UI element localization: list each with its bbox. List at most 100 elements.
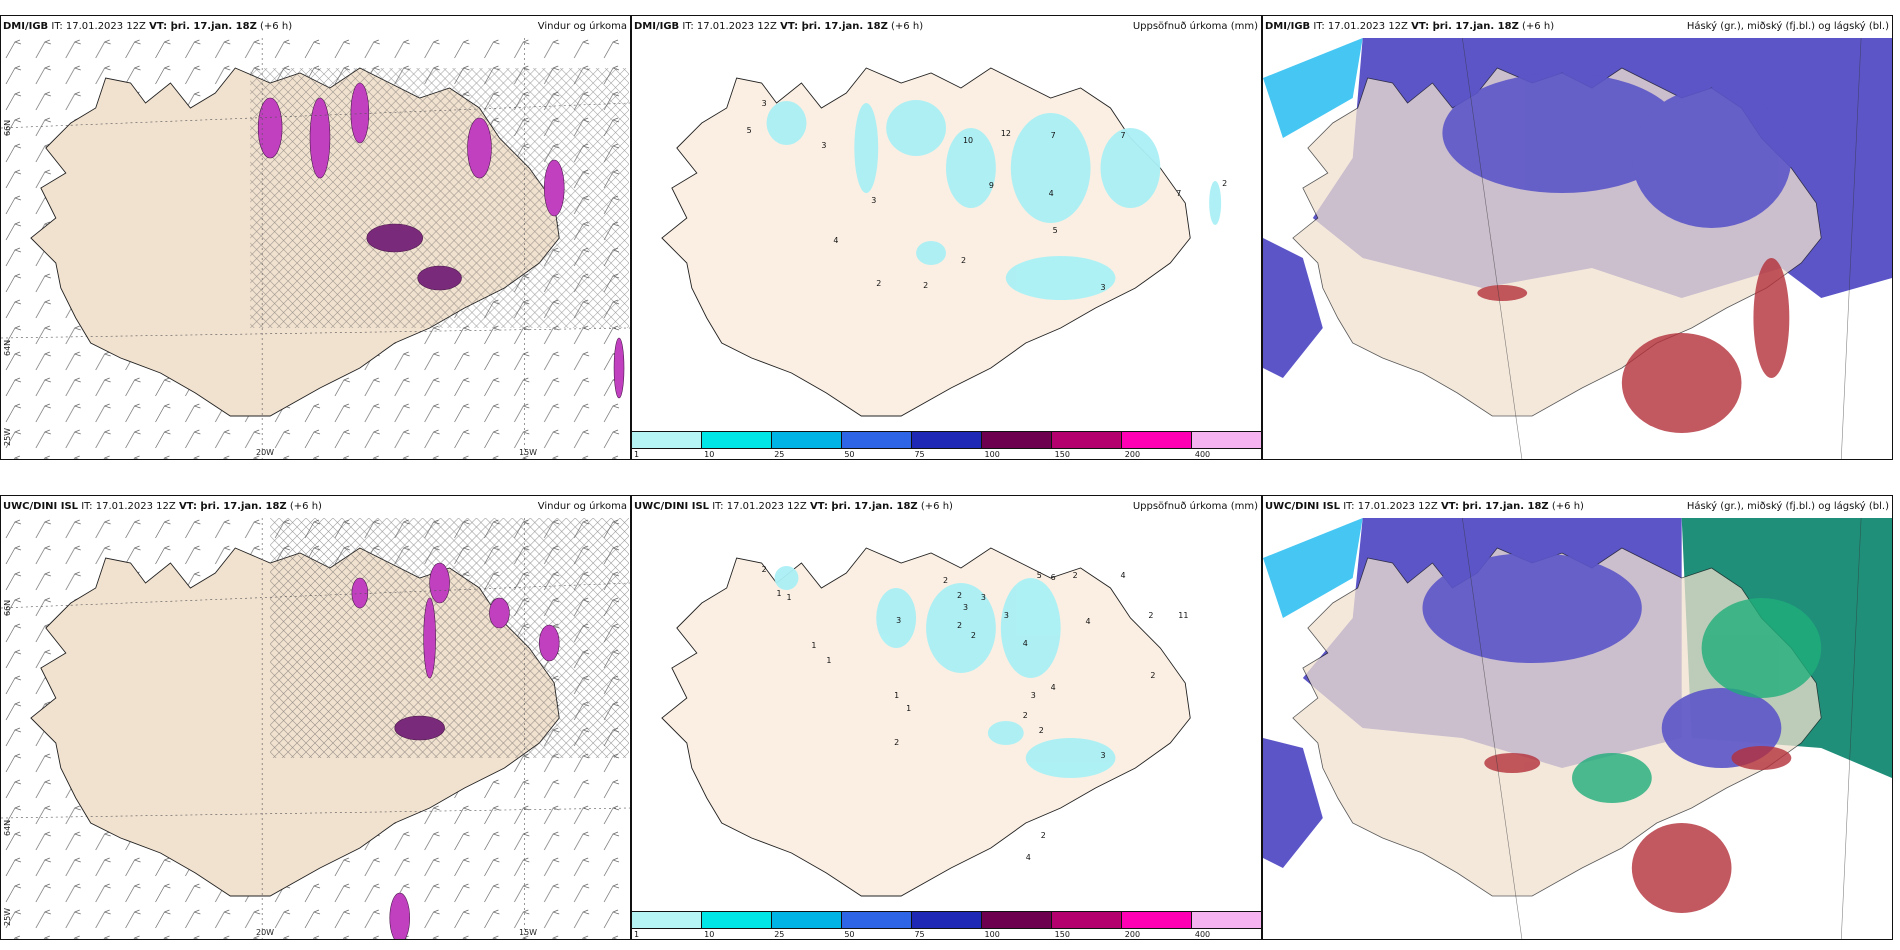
svg-text:5: 5 [1053, 226, 1058, 235]
panel-title: Uppsöfnuð úrkoma (mm) [1132, 501, 1258, 512]
svg-text:4: 4 [1023, 639, 1028, 648]
lon-label-20w: 20W [256, 448, 275, 457]
colorbar-segment [632, 432, 702, 448]
panel-title: Uppsöfnuð úrkoma (mm) [1132, 21, 1258, 32]
colorbar-segment [982, 912, 1052, 928]
svg-text:7: 7 [1176, 189, 1181, 198]
panel-wind-precip-dmi: DMI/IGB IT: 17.01.2023 12Z VT: þri. 17.j… [0, 15, 631, 460]
panel-title: Vindur og úrkoma [537, 21, 627, 32]
svg-text:2: 2 [1148, 611, 1153, 620]
svg-text:2: 2 [957, 621, 962, 630]
colorbar-segment [1122, 912, 1192, 928]
svg-text:4: 4 [1086, 617, 1091, 626]
svg-text:2: 2 [943, 576, 948, 585]
svg-text:2: 2 [1041, 831, 1046, 840]
svg-text:10: 10 [963, 136, 973, 145]
panel-header: UWC/DINI ISL IT: 17.01.2023 12Z VT: þri.… [1263, 496, 1892, 518]
panel-header: DMI/IGB IT: 17.01.2023 12Z VT: þri. 17.j… [1263, 16, 1892, 38]
colorbar-segment [912, 912, 982, 928]
colorbar-tick-label: 1 [634, 450, 640, 459]
svg-text:4: 4 [833, 236, 838, 245]
svg-text:1: 1 [826, 656, 831, 665]
svg-text:9: 9 [989, 181, 994, 190]
svg-text:4: 4 [1026, 853, 1031, 862]
colorbar-tick-label: 400 [1194, 930, 1211, 939]
svg-text:5: 5 [747, 126, 752, 135]
colorbar-segment [1192, 432, 1261, 448]
colorbar-tick-label: 10 [704, 450, 715, 459]
panel-clouds-uwc: UWC/DINI ISL IT: 17.01.2023 12Z VT: þri.… [1262, 495, 1893, 940]
colorbar-segment [702, 912, 772, 928]
iceland-landmass [661, 547, 1191, 897]
svg-text:2: 2 [957, 591, 962, 600]
svg-text:2: 2 [894, 738, 899, 747]
panel-accum-precip-dmi: DMI/IGB IT: 17.01.2023 12Z VT: þri. 17.j… [631, 15, 1262, 460]
svg-text:1: 1 [811, 641, 816, 650]
colorbar-tick-label: 1 [634, 930, 640, 939]
panel-accum-precip-uwc: UWC/DINI ISL IT: 17.01.2023 12Z VT: þri.… [631, 495, 1262, 940]
colorbar-tick-label: 10 [704, 930, 715, 939]
svg-text:11: 11 [1178, 611, 1188, 620]
colorbar-segment [1192, 912, 1261, 928]
colorbar-tick-label: 50 [844, 930, 855, 939]
colorbar-segment [632, 912, 702, 928]
svg-text:3: 3 [963, 603, 968, 612]
colorbar-tick-label: 150 [1054, 930, 1070, 939]
svg-text:2: 2 [1073, 571, 1078, 580]
svg-text:4: 4 [1051, 683, 1056, 692]
svg-text:7: 7 [1051, 131, 1056, 140]
svg-text:2: 2 [876, 279, 881, 288]
accum-precip-map: 3 5 3 3 4 2 10 12 7 7 9 4 5 2 3 2 7 2 [661, 67, 1227, 417]
accum-precip-map: 2 1 1 1 1 3 2 2 3 3 2 2 3 4 5 6 2 4 4 11… [661, 547, 1191, 897]
panel-header: DMI/IGB IT: 17.01.2023 12Z VT: þri. 17.j… [632, 16, 1261, 38]
svg-text:1: 1 [894, 691, 899, 700]
cloud-cover-map [1263, 38, 1892, 459]
colorbar-tick-label: 50 [844, 450, 855, 459]
svg-text:3: 3 [1101, 283, 1106, 292]
colorbar-segment [772, 432, 842, 448]
svg-text:2: 2 [1150, 671, 1155, 680]
precip-colorbar [632, 431, 1261, 449]
svg-text:1: 1 [787, 593, 792, 602]
svg-text:5: 5 [1037, 571, 1042, 580]
colorbar-tick-label: 100 [984, 450, 1000, 459]
colorbar-tick-label: 150 [1054, 450, 1070, 459]
colorbar-segment [1052, 912, 1122, 928]
precip-colorbar [632, 911, 1261, 929]
colorbar-segment [1052, 432, 1122, 448]
colorbar-segment [772, 912, 842, 928]
svg-text:2: 2 [961, 256, 966, 265]
panel-header: DMI/IGB IT: 17.01.2023 12Z VT: þri. 17.j… [1, 16, 630, 38]
svg-text:2: 2 [971, 631, 976, 640]
lat-label-66n: 66N [3, 119, 12, 136]
panel-header: UWC/DINI ISL IT: 17.01.2023 12Z VT: þri.… [1, 496, 630, 518]
panel-title: Háský (gr.), miðský (fj.bl.) og lágský (… [1686, 501, 1889, 512]
svg-text:4: 4 [1120, 571, 1125, 580]
panel-title: Vindur og úrkoma [537, 501, 627, 512]
colorbar-tick-label: 75 [914, 450, 925, 459]
colorbar-segment [842, 912, 912, 928]
svg-text:2: 2 [762, 565, 767, 574]
lat-label-66n: 66N [3, 599, 12, 616]
svg-text:2: 2 [1023, 711, 1028, 720]
cloud-cover-map [1263, 518, 1892, 939]
colorbar-segment [702, 432, 772, 448]
svg-text:2: 2 [1222, 179, 1227, 188]
svg-text:3: 3 [896, 616, 901, 625]
wind-precip-map [1, 518, 630, 939]
colorbar-segment [982, 432, 1052, 448]
svg-text:1: 1 [906, 704, 911, 713]
svg-text:7: 7 [1120, 131, 1125, 140]
svg-text:3: 3 [871, 196, 876, 205]
panel-header: UWC/DINI ISL IT: 17.01.2023 12Z VT: þri.… [632, 496, 1261, 518]
wind-precip-map [1, 38, 630, 459]
colorbar-segment [1122, 432, 1192, 448]
lon-label-20w: 20W [256, 928, 275, 937]
svg-text:3: 3 [1004, 611, 1009, 620]
svg-text:3: 3 [1031, 691, 1036, 700]
svg-text:3: 3 [981, 593, 986, 602]
svg-text:2: 2 [923, 281, 928, 290]
lon-label-15w: 15W [519, 448, 538, 457]
svg-text:12: 12 [1001, 129, 1011, 138]
panel-clouds-dmi: DMI/IGB IT: 17.01.2023 12Z VT: þri. 17.j… [1262, 15, 1893, 460]
